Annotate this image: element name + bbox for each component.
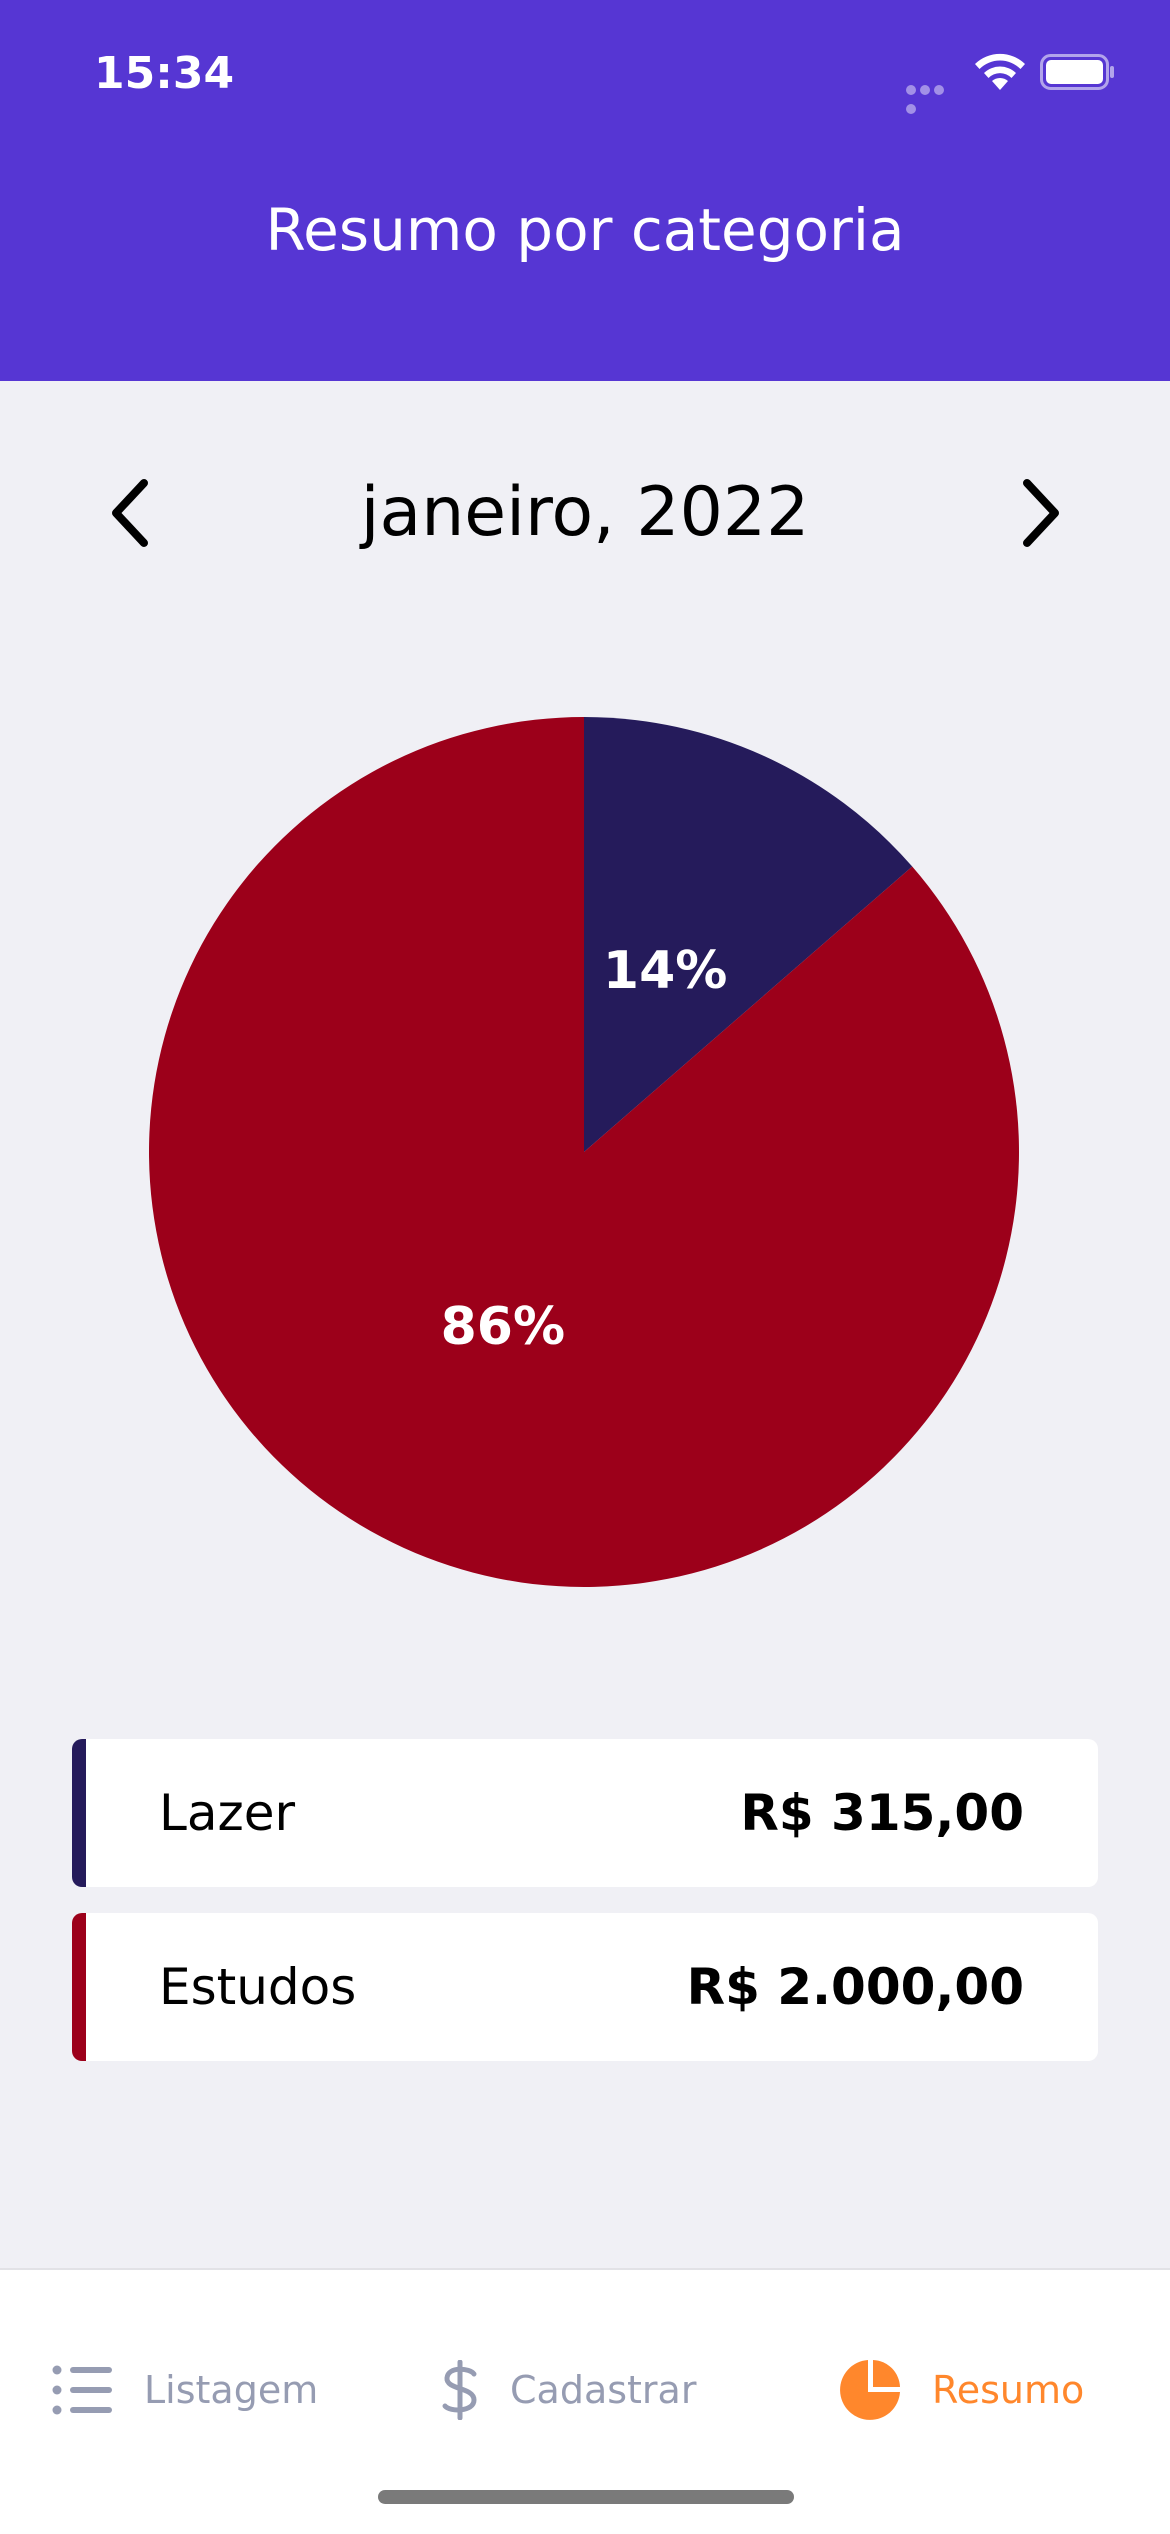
previous-month-button[interactable] [72, 455, 187, 570]
status-time: 15:34 [94, 48, 235, 99]
pie-slice-label: 14% [603, 941, 727, 1001]
category-amount: R$ 2.000,00 [686, 1958, 1024, 2016]
page-title: Resumo por categoria [265, 196, 905, 264]
category-color-bar [72, 1913, 86, 2061]
chevron-right-icon [1022, 478, 1059, 547]
list-icon [52, 2365, 114, 2415]
category-amount: R$ 315,00 [740, 1784, 1024, 1842]
category-color-bar [72, 1739, 86, 1887]
dollar-icon [440, 2360, 480, 2420]
next-month-button[interactable] [983, 455, 1098, 570]
category-card-lazer[interactable]: Lazer R$ 315,00 [72, 1739, 1098, 1887]
category-pie-chart: 14% 86% [148, 716, 1020, 1588]
wifi-icon [975, 53, 1025, 90]
pie-chart-svg: 14% 86% [148, 717, 1019, 1588]
chevron-left-icon [111, 478, 148, 547]
tab-label: Cadastrar [510, 2368, 697, 2412]
app-header: 15:34 Resumo por categoria [0, 0, 1170, 381]
tab-label: Resumo [932, 2368, 1085, 2412]
tab-label: Listagem [144, 2368, 319, 2412]
pie-slice-lazer [584, 717, 913, 1152]
category-name: Estudos [159, 1958, 357, 2016]
cellular-signal-icon [906, 80, 960, 114]
tab-listagem[interactable]: Listagem [52, 2270, 318, 2510]
category-name: Lazer [159, 1784, 296, 1842]
pie-slice-estudos [148, 717, 1019, 1588]
month-label: janeiro, 2022 [360, 473, 810, 552]
pie-chart-icon [838, 2358, 902, 2422]
home-indicator [378, 2490, 794, 2504]
tab-bar: Listagem Cadastrar Resumo [0, 2268, 1170, 2534]
battery-icon [1040, 54, 1114, 90]
month-selector: janeiro, 2022 [0, 455, 1170, 570]
pie-slice-label: 86% [441, 1297, 565, 1357]
tab-cadastrar[interactable]: Cadastrar [440, 2270, 696, 2510]
category-card-estudos[interactable]: Estudos R$ 2.000,00 [72, 1913, 1098, 2061]
tab-resumo[interactable]: Resumo [838, 2270, 1084, 2510]
